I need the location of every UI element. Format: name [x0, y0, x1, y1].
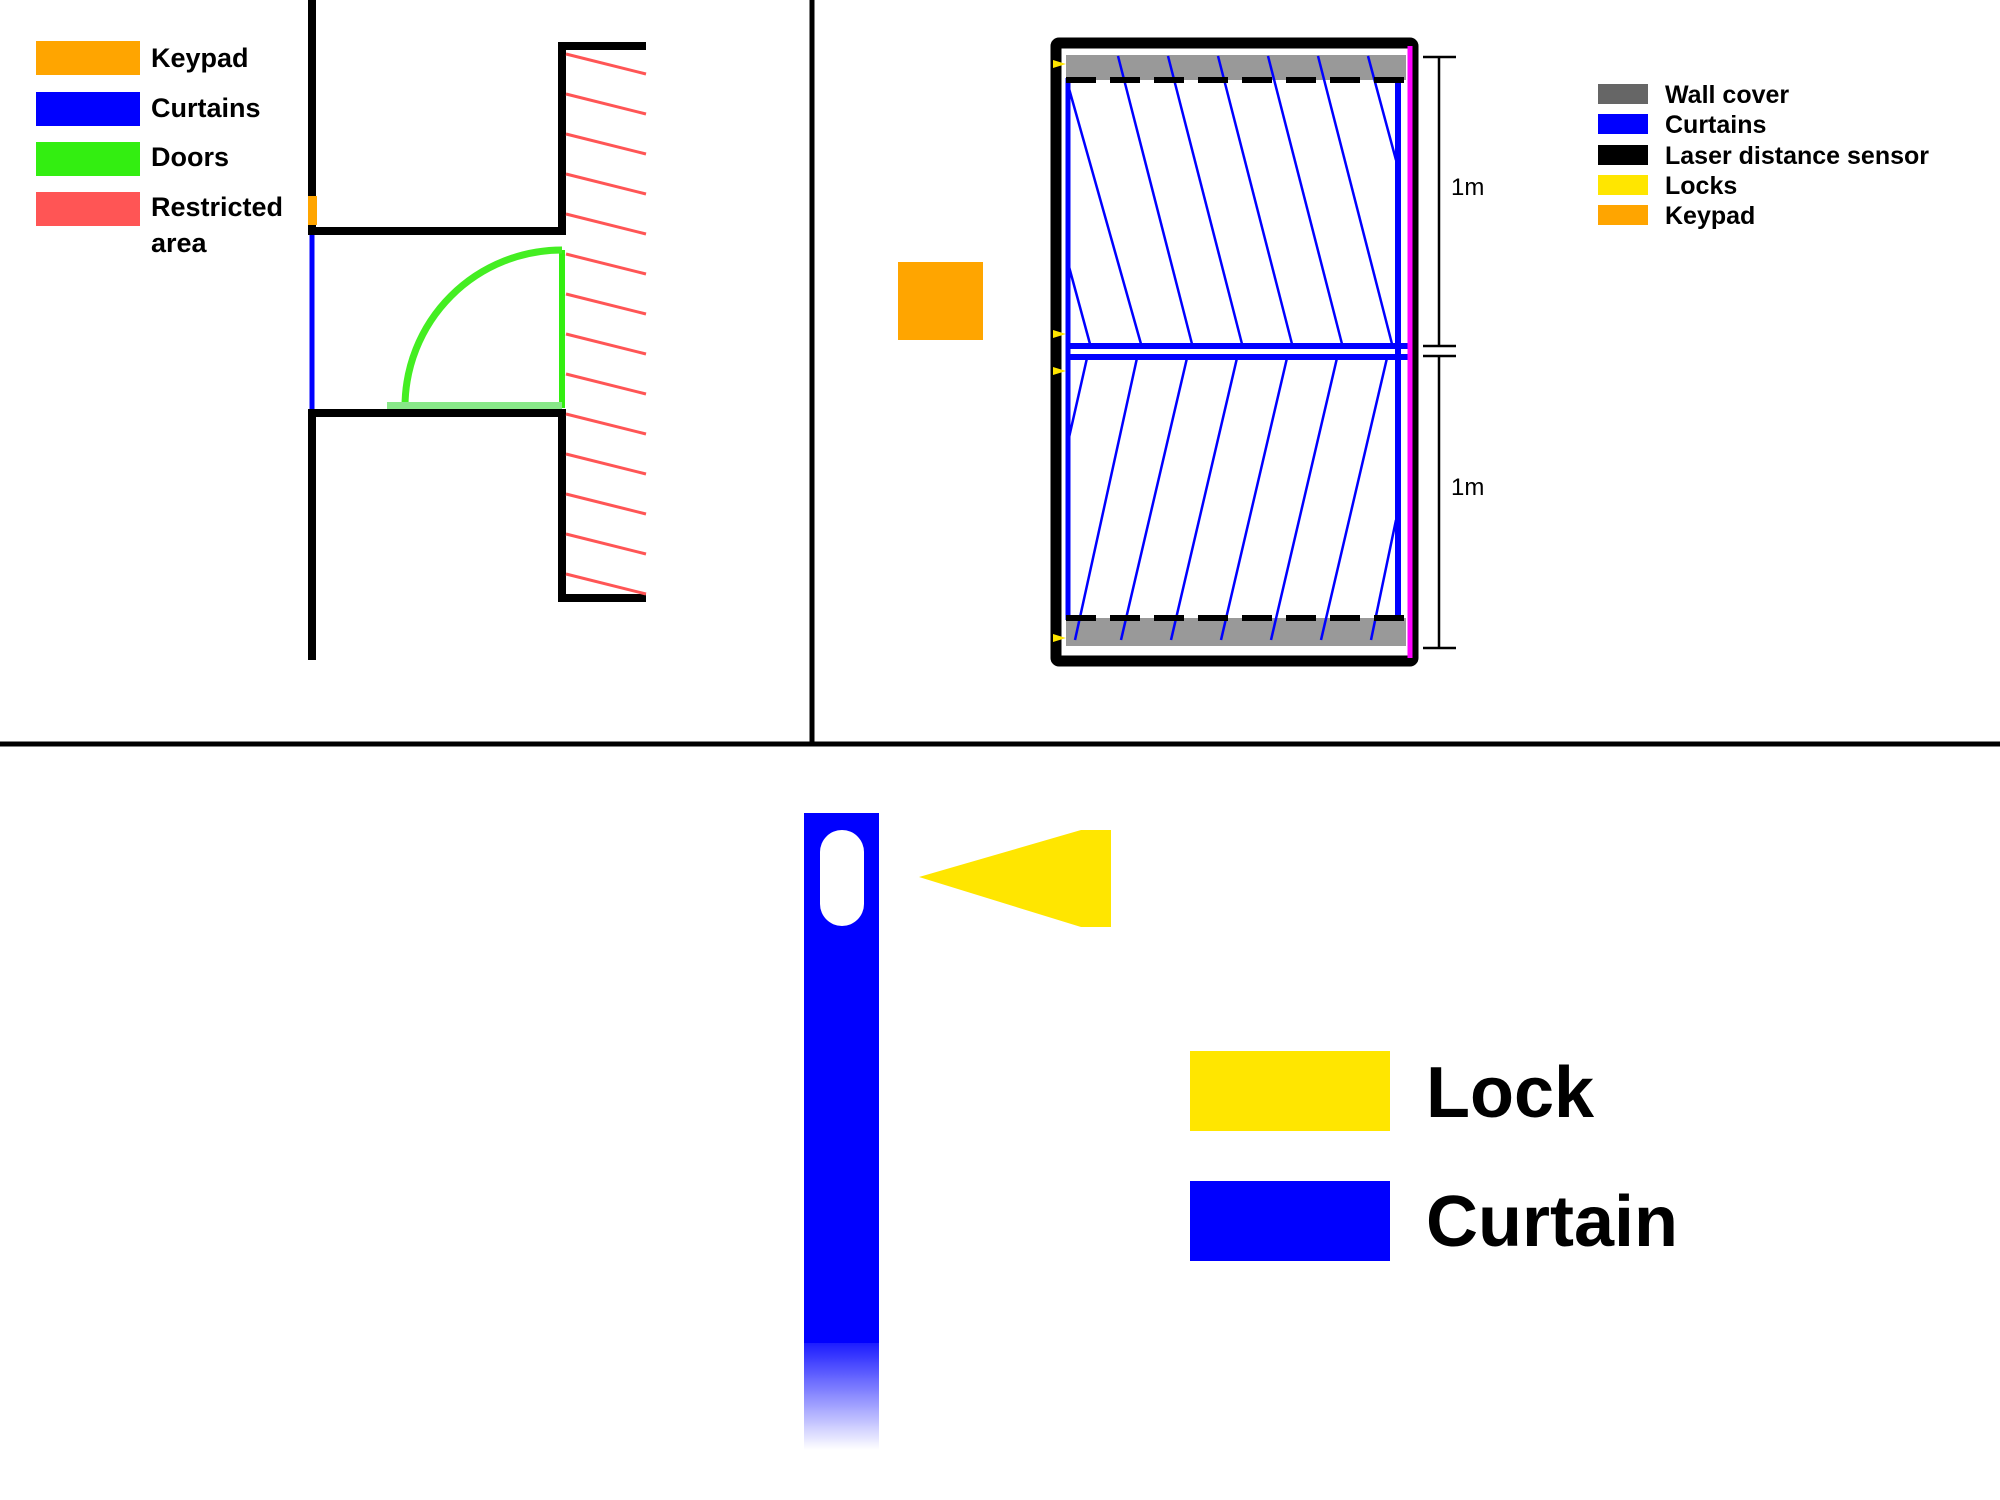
- legend-swatch-doors: [36, 142, 140, 176]
- unit-keypad: [898, 262, 983, 340]
- legend-swatch-wall-cover: [1598, 84, 1648, 104]
- curtain-bar-middle-lower: [1066, 354, 1408, 360]
- legend-label-keypad-unit: Keypad: [1665, 202, 1755, 230]
- legend-label-curtain: Curtain: [1426, 1182, 1678, 1262]
- legend-swatch-lock: [1190, 1051, 1390, 1131]
- legend-swatch-locks: [1598, 175, 1648, 195]
- legend-label-locks: Locks: [1665, 172, 1737, 200]
- legend-swatch-curtains-unit: [1598, 114, 1648, 134]
- legend-swatch-restricted: [36, 192, 140, 226]
- dimension-label-lower: 1m: [1451, 474, 1484, 501]
- plan-restricted-hatch: [565, 52, 647, 596]
- legend-label-doors: Doors: [151, 142, 229, 172]
- plan-walls: [308, 0, 646, 660]
- curtain-unit-panel: 1m 1m Wall cover Curtains Laser distance…: [898, 37, 1929, 667]
- legend-swatch-curtain: [1190, 1181, 1390, 1261]
- legend-swatch-curtains: [36, 92, 140, 126]
- unit-legend: Wall cover Curtains Laser distance senso…: [1598, 81, 1929, 230]
- wall-cover-top: [1066, 55, 1406, 80]
- legend-label-curtains: Curtains: [151, 93, 261, 123]
- lock-detail-panel: Lock Curtain: [804, 813, 1678, 1450]
- legend-label-lock: Lock: [1426, 1053, 1595, 1133]
- legend-swatch-laser-sensor: [1598, 145, 1648, 165]
- legend-swatch-keypad-unit: [1598, 205, 1648, 225]
- legend-label-restricted-line2: area: [151, 228, 208, 258]
- legend-label-curtains-unit: Curtains: [1665, 111, 1766, 139]
- plan-door: [387, 246, 565, 409]
- floor-plan-panel: Keypad Curtains Doors Restricted area: [36, 0, 647, 660]
- detail-curtain-slot: [820, 830, 864, 926]
- legend-swatch-keypad: [36, 41, 140, 75]
- legend-label-laser-sensor: Laser distance sensor: [1665, 142, 1929, 170]
- curtain-bar-middle-upper: [1066, 343, 1408, 349]
- dimension-label-upper: 1m: [1451, 174, 1484, 201]
- detail-legend: Lock Curtain: [1190, 1051, 1678, 1262]
- detail-curtain-fade: [804, 1330, 879, 1450]
- plan-legend: Keypad Curtains Doors Restricted area: [36, 41, 283, 258]
- wall-cover-bottom: [1066, 618, 1406, 646]
- detail-lock: [919, 830, 1111, 927]
- legend-label-wall-cover: Wall cover: [1665, 81, 1789, 109]
- curtain-hatch-lower: [1066, 357, 1398, 641]
- unit-locks: [1053, 60, 1066, 642]
- dimension-lines: [1423, 55, 1456, 650]
- legend-label-restricted: Restricted: [151, 192, 283, 222]
- unit-frame: [1050, 37, 1419, 667]
- legend-label-keypad: Keypad: [151, 43, 249, 73]
- curtain-hatch-upper: [1066, 55, 1398, 345]
- plan-keypad: [308, 196, 317, 225]
